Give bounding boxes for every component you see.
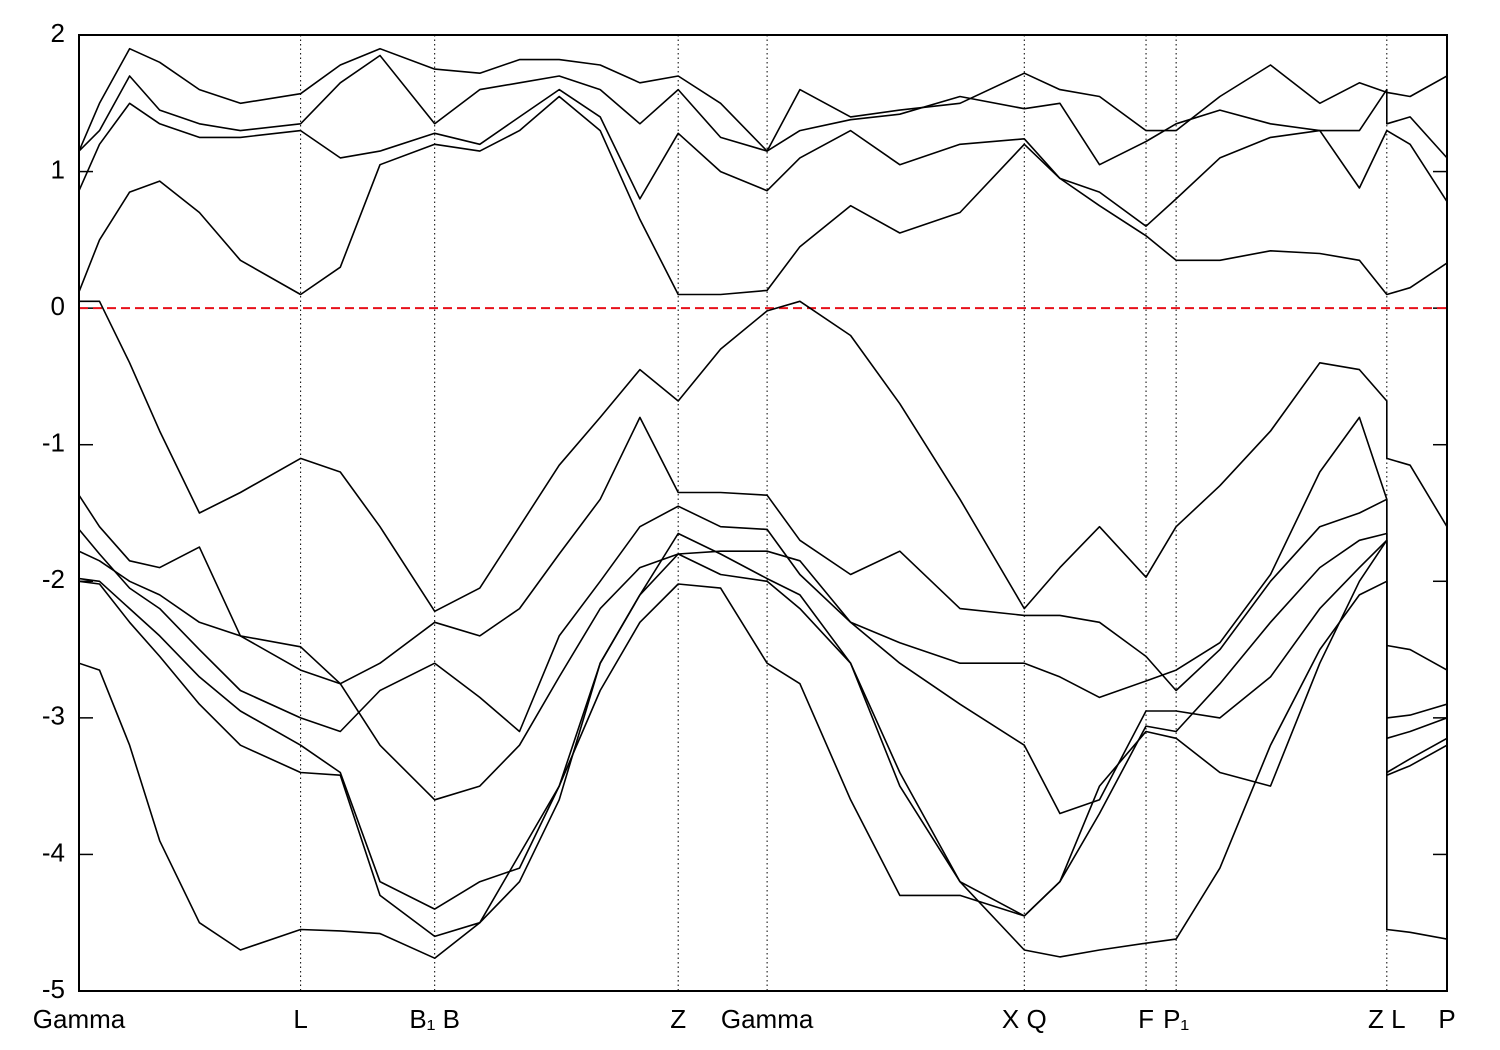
band-line	[79, 539, 1447, 815]
x-tick-label: Z	[670, 1004, 686, 1034]
band-line	[79, 416, 1447, 692]
band-line	[79, 47, 1447, 152]
x-tick-label: P₁	[1163, 1004, 1189, 1034]
y-tick-label: -5	[42, 974, 65, 1004]
y-tick-label: -1	[42, 428, 65, 458]
x-tick-label: Z L	[1368, 1004, 1406, 1034]
band-line	[79, 88, 1447, 227]
x-tick-label: L	[293, 1004, 307, 1034]
band-line	[79, 95, 1447, 296]
plot-frame	[78, 34, 1448, 992]
band-line	[79, 416, 1447, 733]
band-line	[79, 532, 1447, 917]
x-tick-label: P	[1438, 1004, 1455, 1034]
x-tick-label: X Q	[1002, 1004, 1047, 1034]
band-line	[79, 532, 1447, 959]
x-tick-label: B₁ B	[409, 1004, 460, 1034]
y-tick-label: 2	[51, 18, 65, 48]
x-tick-label: Gamma	[33, 1004, 126, 1034]
y-tick-label: 1	[51, 154, 65, 184]
x-tick-label: Gamma	[721, 1004, 814, 1034]
y-tick-label: -4	[42, 837, 65, 867]
band-line	[79, 553, 1447, 958]
y-tick-label: -3	[42, 701, 65, 731]
x-tick-label: F	[1138, 1004, 1154, 1034]
y-tick-label: -2	[42, 564, 65, 594]
y-tick-label: 0	[51, 291, 65, 321]
band-line	[79, 300, 1447, 613]
